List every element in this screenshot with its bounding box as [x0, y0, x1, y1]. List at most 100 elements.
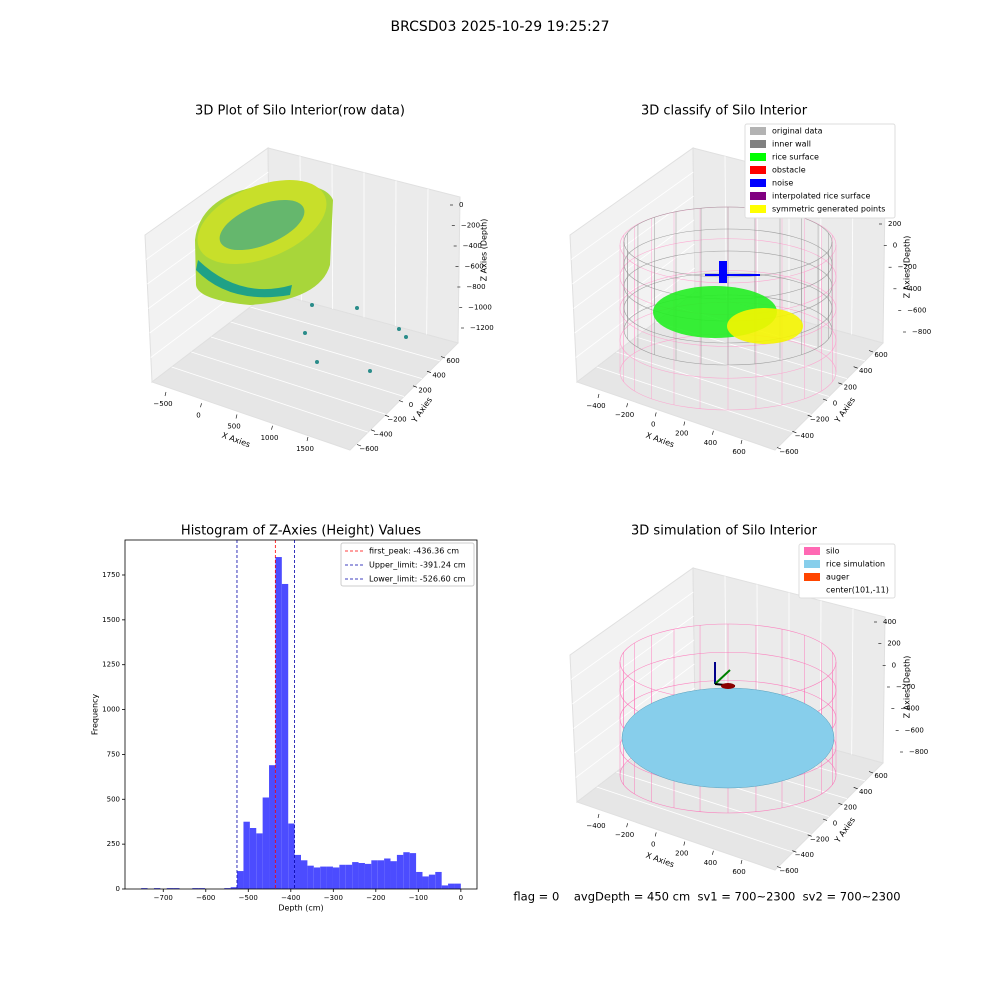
tick-mark	[712, 850, 714, 855]
bar	[454, 883, 461, 889]
legend-swatch	[750, 140, 766, 148]
y-tick-label: 200	[844, 804, 857, 812]
noise	[705, 261, 760, 283]
z-tick-label: −800	[909, 748, 928, 756]
x-tick-label: −500	[239, 894, 258, 902]
rice-simulation	[621, 687, 835, 789]
x-tick-label: −400	[586, 822, 605, 830]
z-tick-label: −800	[466, 283, 485, 291]
symmetric	[727, 308, 803, 344]
tick-mark	[164, 391, 167, 397]
legend-box	[340, 542, 475, 587]
bar	[166, 888, 174, 889]
y-tick-label: 200	[844, 383, 857, 391]
z-tick-label: −1000	[468, 304, 492, 312]
tick-mark	[356, 444, 362, 447]
tick-mark	[838, 802, 843, 805]
bar	[352, 862, 359, 889]
y-tick-label: 400	[859, 788, 872, 796]
figure-title: BRCSD03 2025-10-29 19:25:27	[390, 19, 609, 35]
subplot-title: 3D simulation of Silo Interior	[631, 524, 818, 539]
pane-grid	[575, 267, 695, 358]
tick-mark	[440, 356, 446, 359]
x-tick-label: −400	[586, 402, 605, 410]
legend-swatch	[750, 166, 766, 174]
x-tick-label: −600	[196, 894, 215, 902]
tick-mark	[412, 385, 418, 388]
x-tick-label: −100	[409, 894, 428, 902]
y-tick-label: 600	[874, 351, 887, 359]
bar	[192, 888, 199, 889]
bar	[307, 865, 314, 889]
x-tick-label: −200	[615, 411, 634, 419]
bar	[153, 888, 161, 889]
legend-label: inner wall	[772, 140, 811, 149]
y-axis-label: Y Axies	[409, 396, 434, 426]
z-tick-label: −200	[461, 222, 480, 230]
y-tick-label: 1500	[102, 616, 120, 624]
bar	[198, 888, 206, 889]
legend-label: auger	[826, 573, 850, 582]
tick-mark	[271, 425, 273, 430]
tick-mark	[654, 412, 657, 417]
z-tick-label: −400	[902, 285, 921, 293]
y-axis-label: Frequency	[91, 694, 100, 736]
y-tick-label: −600	[779, 448, 798, 456]
bar	[448, 883, 455, 889]
x-tick-label: 400	[704, 439, 717, 447]
bar	[320, 866, 327, 889]
pane-grid	[572, 615, 694, 705]
x-axis-label: X Axies	[645, 851, 676, 870]
z-tick-label: −400	[463, 242, 482, 250]
z-tick-label: 200	[888, 220, 901, 228]
bar	[345, 864, 353, 889]
bar	[422, 876, 429, 889]
x-tick-label: 500	[227, 423, 240, 431]
legend-label: first_peak: -436.36 cm	[369, 547, 459, 556]
y-tick-label: −200	[810, 416, 829, 424]
pane-grid	[250, 306, 441, 362]
bar	[256, 833, 263, 889]
z-tick-label: 400	[883, 618, 896, 626]
legend-label: interpolated rice surface	[772, 192, 870, 201]
tick-mark	[626, 403, 628, 408]
legend-swatch	[804, 560, 820, 568]
y-tick-label: −200	[810, 835, 829, 843]
subplot-title: 3D classify of Silo Interior	[641, 104, 808, 119]
tick-mark	[853, 787, 858, 790]
legend-label: Lower_limit: -526.60 cm	[369, 575, 466, 584]
y-tick-label: −400	[795, 851, 814, 859]
y-tick-label: −400	[373, 430, 392, 438]
legend-label: silo	[826, 547, 840, 556]
tick-mark	[807, 834, 812, 837]
tick-mark	[822, 818, 828, 821]
axis-arrow	[714, 669, 731, 685]
tick-mark	[792, 431, 797, 434]
y-tick-label: 250	[107, 840, 120, 848]
x-tick-label: −300	[324, 894, 343, 902]
tick-mark	[776, 866, 782, 869]
tick-mark	[597, 813, 600, 819]
wire-ring	[623, 272, 833, 344]
tick-mark	[792, 850, 797, 853]
bar	[243, 821, 250, 889]
bar	[428, 874, 436, 889]
legend-swatch	[750, 153, 766, 161]
bar	[288, 823, 295, 889]
y-tick-label: −600	[779, 867, 798, 875]
y-tick-label: 1750	[102, 571, 120, 579]
bar	[237, 871, 244, 889]
y-tick-label: 0	[116, 885, 120, 893]
subplot-title: 3D Plot of Silo Interior(row data)	[195, 104, 405, 119]
bar	[396, 854, 404, 889]
x-axis-label: X Axies	[645, 431, 676, 450]
z-tick-label: −1200	[470, 324, 494, 332]
y-tick-label: 1000	[102, 706, 120, 714]
tick-mark	[597, 393, 600, 399]
pane-grid	[426, 188, 429, 335]
z-tick-label: −600	[905, 726, 924, 734]
x-tick-label: 200	[675, 430, 688, 438]
pane-grid	[570, 171, 694, 260]
pane-grid	[596, 786, 794, 853]
tick-mark	[200, 403, 202, 408]
